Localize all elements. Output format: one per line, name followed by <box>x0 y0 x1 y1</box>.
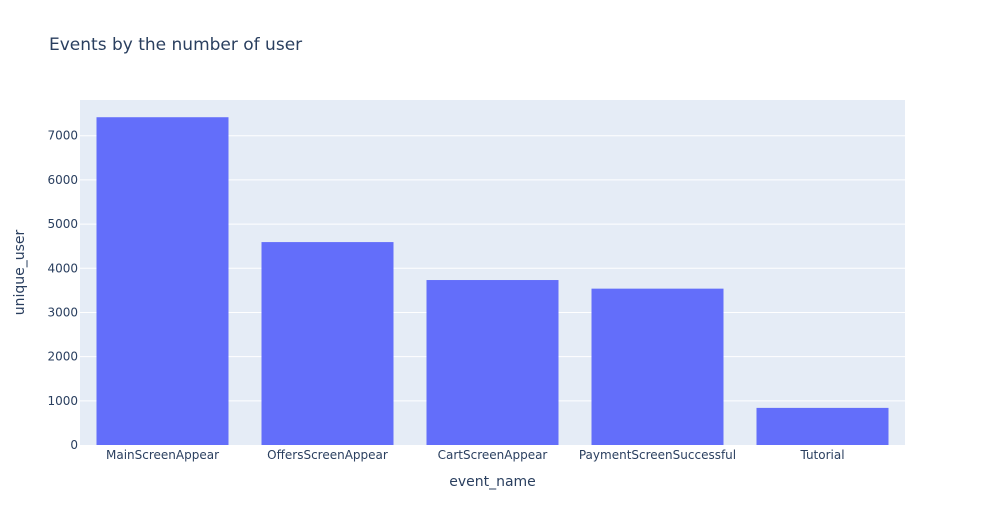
bar[interactable] <box>261 242 394 445</box>
y-tick-label: 7000 <box>47 129 78 143</box>
y-axis-ticks: 0 1000 2000 3000 4000 5000 6000 7000 <box>47 129 78 452</box>
x-tick-label: PaymentScreenSuccessful <box>579 448 736 462</box>
x-tick-label: CartScreenAppear <box>438 448 548 462</box>
y-tick-label: 2000 <box>47 350 78 364</box>
y-tick-label: 1000 <box>47 394 78 408</box>
bar[interactable] <box>426 280 559 445</box>
x-tick-label: OffersScreenAppear <box>267 448 388 462</box>
bar[interactable] <box>756 407 889 445</box>
bar[interactable] <box>96 117 229 446</box>
chart-title: Events by the number of user <box>49 35 302 55</box>
x-tick-label: MainScreenAppear <box>106 448 219 462</box>
bars <box>96 117 889 446</box>
x-axis-ticks: MainScreenAppear OffersScreenAppear CartSc… <box>106 448 845 462</box>
y-axis-title: unique_user <box>12 229 28 315</box>
bar[interactable] <box>591 288 724 445</box>
x-axis-title: event_name <box>449 474 536 490</box>
y-tick-label: 6000 <box>47 173 78 187</box>
y-tick-label: 0 <box>70 438 78 452</box>
y-tick-label: 5000 <box>47 217 78 231</box>
y-tick-label: 3000 <box>47 305 78 319</box>
x-tick-label: Tutorial <box>799 448 844 462</box>
y-tick-label: 4000 <box>47 261 78 275</box>
